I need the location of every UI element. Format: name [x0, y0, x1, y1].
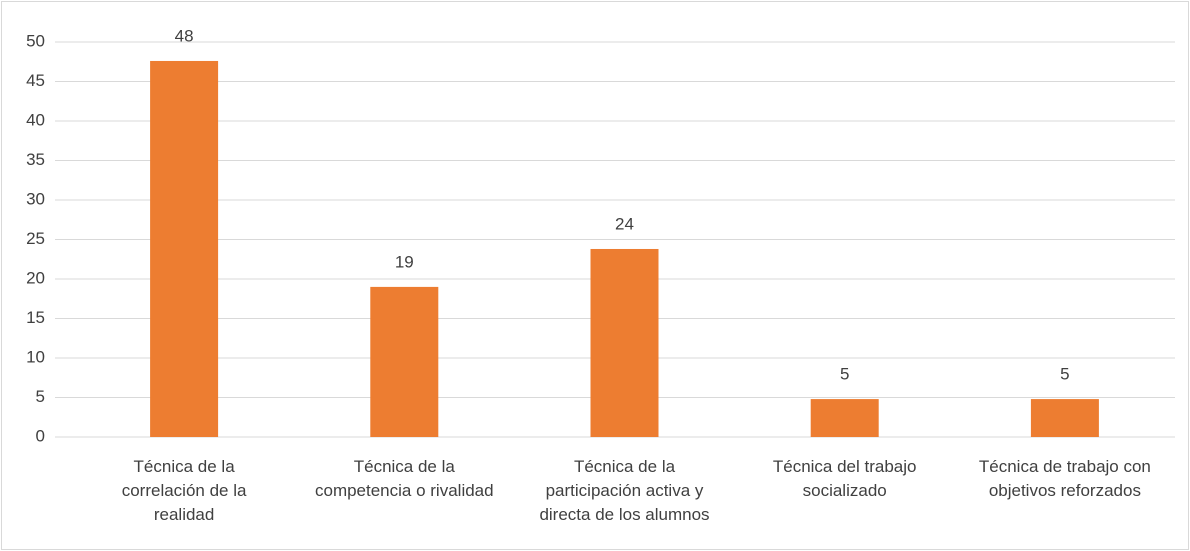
x-tick-label: Técnica de la correlación de la realidad [121, 457, 247, 524]
y-tick-label: 35 [26, 150, 45, 169]
y-tick-label: 50 [26, 31, 45, 50]
y-tick-label: 10 [26, 347, 45, 366]
bar [810, 399, 879, 437]
x-tick-label: Técnica de trabajo con objetivos reforza… [978, 457, 1151, 500]
y-tick-label: 15 [26, 308, 45, 327]
y-tick-label: 20 [26, 268, 45, 287]
data-label: 5 [840, 365, 849, 384]
x-tick-label: Técnica de la participación activa y dir… [539, 457, 710, 524]
bar [1030, 399, 1099, 437]
data-label: 24 [615, 214, 634, 233]
x-tick-label: Técnica de la competencia o rivalidad [314, 457, 494, 500]
y-tick-label: 40 [26, 110, 45, 129]
x-tick-label: Técnica del trabajo socializado [772, 457, 917, 500]
y-tick-label: 30 [26, 189, 45, 208]
y-tick-label: 45 [26, 71, 45, 90]
y-tick-label: 5 [36, 387, 45, 406]
data-label: 5 [1060, 365, 1069, 384]
bar [590, 248, 659, 437]
data-label: 19 [395, 252, 414, 271]
bar [150, 60, 219, 438]
y-tick-label: 0 [36, 426, 45, 445]
data-label: 48 [175, 26, 194, 45]
bar [370, 286, 439, 437]
y-tick-label: 25 [26, 229, 45, 248]
